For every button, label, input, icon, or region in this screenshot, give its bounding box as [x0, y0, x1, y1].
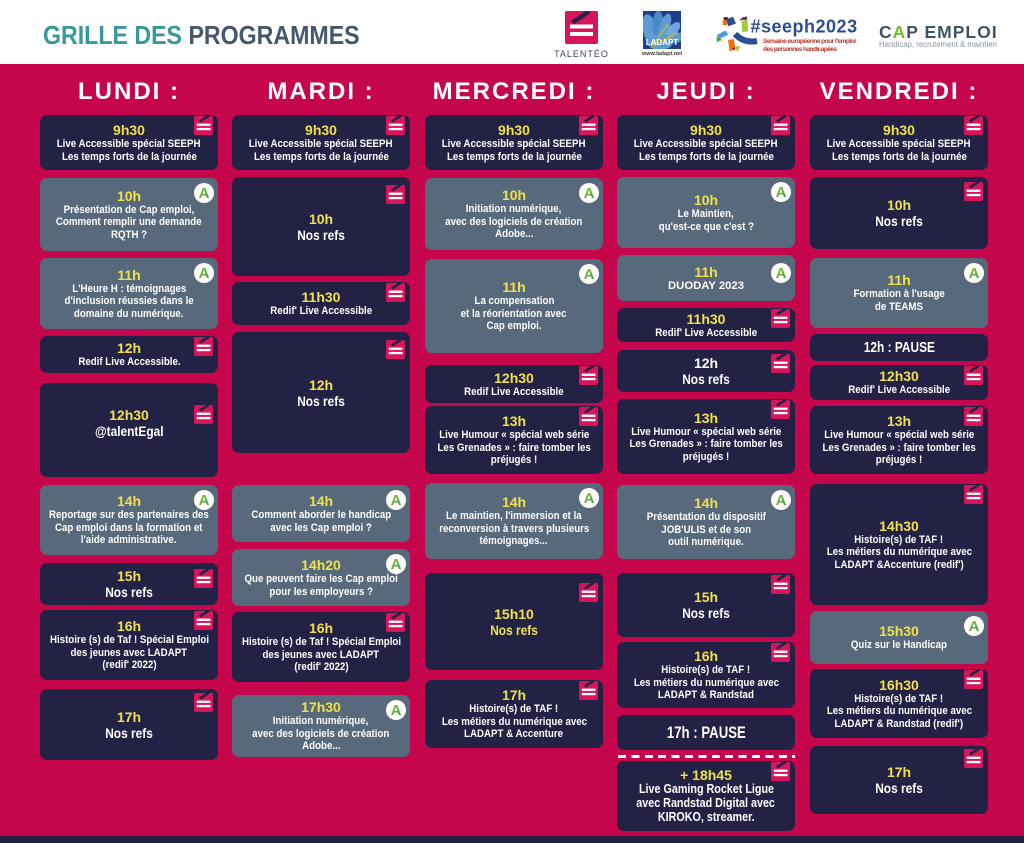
svg-text:des personnes handicapées: des personnes handicapées	[763, 46, 837, 53]
svg-text:TALENTÉO: TALENTÉO	[554, 49, 609, 59]
svg-text:LADAPT: LADAPT	[646, 38, 679, 47]
svg-text:Semaine européenne pour l'empl: Semaine européenne pour l'emploi	[763, 38, 856, 45]
svg-text:CAP EMPLOI: CAP EMPLOI	[879, 22, 998, 42]
svg-text:www.ladapt.net: www.ladapt.net	[641, 51, 682, 57]
svg-text:#seeph2023: #seeph2023	[751, 17, 858, 37]
svg-text:Handicap, recrutement & mainti: Handicap, recrutement & maintien	[879, 40, 997, 49]
